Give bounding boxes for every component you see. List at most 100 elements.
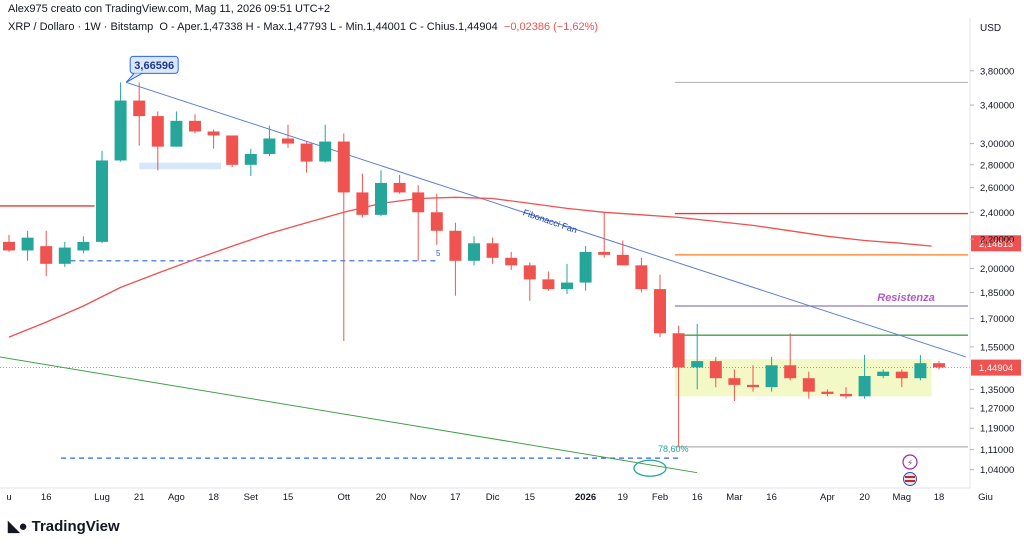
candle [3, 234, 15, 252]
last-price-tag-bg [971, 359, 1021, 376]
candle [133, 82, 146, 146]
tv-logo-icon: ◣● [8, 518, 28, 535]
high-label-box [129, 55, 179, 74]
y-tick-label: 3,40000 [980, 101, 1014, 112]
lightning-event-icon [902, 454, 918, 470]
x-tick-label: Nov [410, 492, 427, 503]
flag-stripe-1 [905, 476, 915, 478]
candle-body [207, 131, 220, 136]
candle [523, 262, 536, 301]
fib-level-label: 78,60% [658, 444, 689, 454]
zones [139, 162, 932, 397]
candle [654, 274, 666, 338]
candle-body [114, 100, 127, 161]
candle-body [709, 361, 722, 379]
flag-event-icon [903, 472, 917, 486]
candle [598, 212, 611, 258]
x-tick-label: Ott [337, 492, 350, 503]
candle [77, 236, 90, 254]
candle-body [263, 138, 276, 155]
small-label: 5 [436, 249, 441, 258]
candle-body [77, 241, 90, 251]
candle-body [375, 182, 387, 215]
highlight-ellipse [633, 459, 667, 477]
candle [375, 170, 387, 217]
candle [21, 230, 34, 261]
candle-body [21, 237, 34, 251]
candle [430, 193, 443, 245]
candle [616, 240, 629, 266]
x-tick-label: u [6, 492, 11, 503]
candle [858, 354, 871, 399]
candle [561, 263, 573, 295]
candle-body [765, 365, 778, 388]
candle [226, 135, 239, 168]
x-tick-label: 16 [692, 492, 703, 503]
y-tick-label: 2,40000 [980, 208, 1014, 219]
resistance-label: Resistenza [877, 292, 934, 304]
tradingview-logo[interactable]: ◣● TradingView [8, 517, 120, 536]
candle [802, 371, 815, 399]
candle-body [449, 230, 462, 261]
candle [784, 333, 797, 381]
candle-body [728, 378, 741, 385]
x-tick-label: 2026 [575, 492, 596, 503]
x-tick-label: 15 [283, 492, 294, 503]
candle [449, 222, 462, 296]
candle [914, 354, 927, 381]
candle [244, 148, 257, 177]
candle-body [840, 393, 852, 397]
y-tick-label: 2,80000 [980, 160, 1014, 171]
x-tick-label: Dic [486, 492, 500, 503]
candle [635, 257, 648, 293]
green-trendline [0, 356, 698, 474]
candle-body [412, 192, 425, 213]
candle [40, 230, 53, 277]
blue-zone [139, 162, 222, 170]
y-tick-label: 2,00000 [980, 264, 1014, 275]
candle-body [226, 135, 239, 165]
candle-body [337, 141, 350, 193]
candle-body [542, 279, 555, 290]
candle-body [821, 391, 834, 394]
candle-body [691, 361, 704, 368]
y-tick-label: 1,35000 [980, 385, 1014, 396]
lightning-glyph: ⚡ [907, 459, 913, 469]
price-change: −0,02386 (−1,62%) [503, 21, 599, 33]
symbol-line: XRP / Dollaro · 1W · Bitstamp O - Aper.1… [8, 21, 598, 33]
high-label-pointer [125, 72, 143, 83]
candle [505, 251, 518, 270]
high-label: 3,66596 [134, 60, 174, 72]
candle-body [858, 376, 871, 397]
candle-body [654, 289, 666, 334]
candle-body [393, 182, 406, 193]
candle [319, 124, 332, 163]
candle [58, 241, 71, 267]
candle-body [579, 251, 592, 283]
x-tick-label: 19 [618, 492, 629, 503]
candle-body [505, 257, 518, 266]
candle [747, 365, 759, 392]
candle [207, 129, 220, 149]
candle-body [244, 154, 257, 165]
candle-body [877, 371, 890, 377]
candle-body [914, 363, 927, 379]
candle-body [3, 241, 15, 251]
x-tick-label: Lug [94, 492, 110, 503]
time-axis: u 16 Lug 21 Ago 18 Set 15 Ott 20 Nov 17 Dic 15 2026 19 F… [0, 487, 993, 503]
x-tick-label: 20 [859, 492, 870, 503]
candle-body [58, 247, 71, 264]
drawn-lines [0, 81, 970, 474]
price-axis: USD 3,80000 3,40000 3,00000 2,80000 2,60000 2,… [969, 18, 1014, 488]
candle-body [468, 243, 480, 261]
moving-average-line [8, 196, 932, 338]
ma-price-tag: 2,14813 [979, 239, 1013, 250]
x-tick-label: 18 [934, 492, 945, 503]
y-tick-label: 1,70000 [980, 314, 1014, 325]
candle [114, 82, 127, 162]
candle [840, 387, 852, 399]
candle-body [430, 212, 443, 231]
y-tick-label: 1,11000 [980, 445, 1014, 456]
candle [263, 125, 276, 157]
